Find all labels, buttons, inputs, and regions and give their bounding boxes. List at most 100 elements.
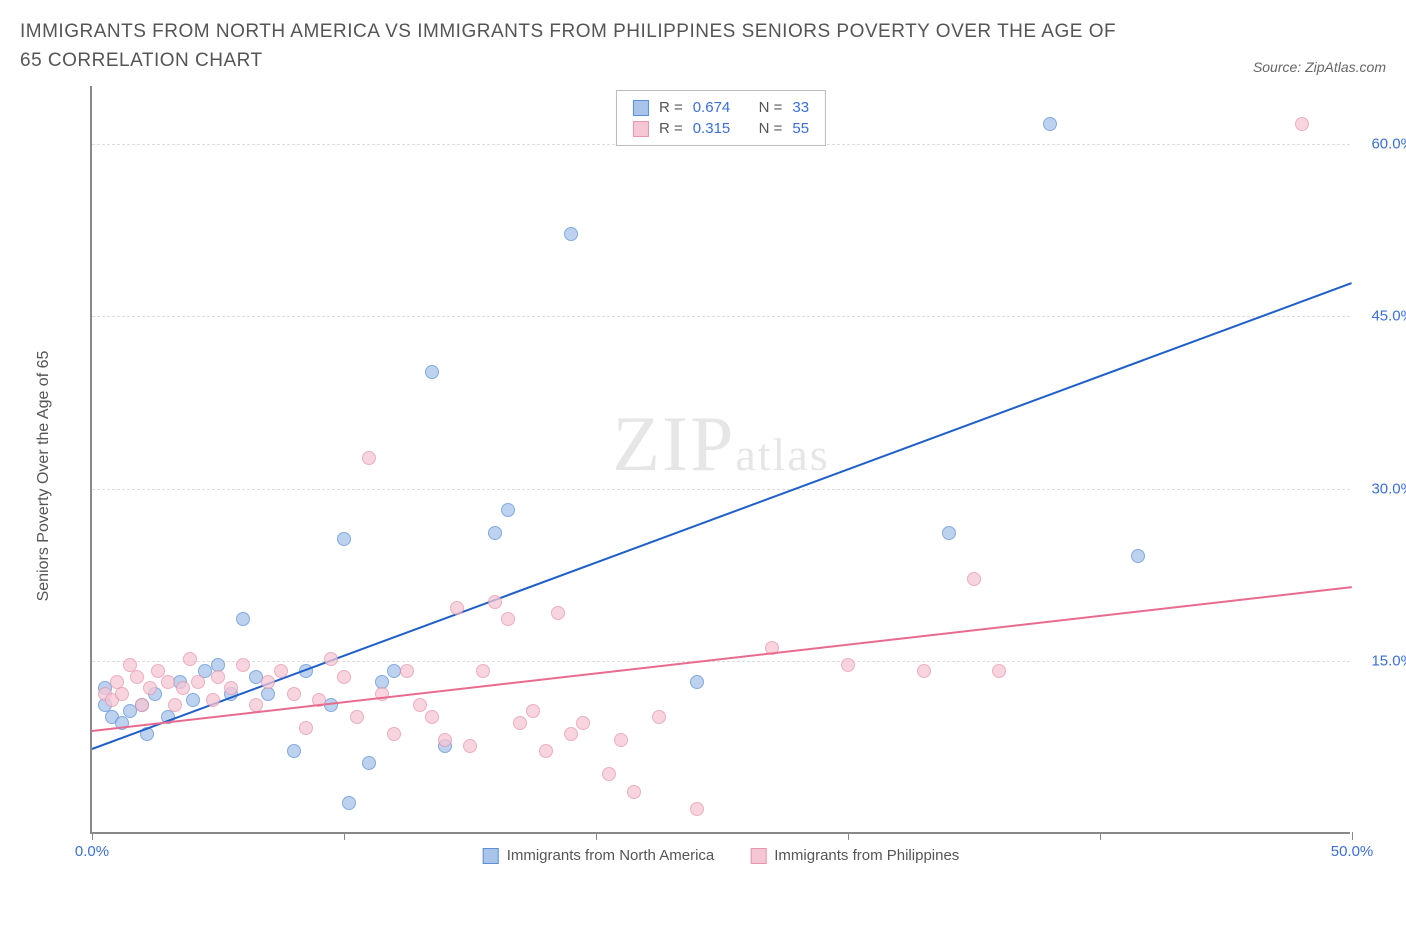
y-axis-label: Seniors Poverty Over the Age of 65 <box>35 351 53 602</box>
data-point <box>236 658 250 672</box>
data-point <box>917 664 931 678</box>
data-point <box>425 365 439 379</box>
stat-r-label: R = <box>659 99 683 116</box>
stat-r-label: R = <box>659 120 683 137</box>
data-point <box>513 716 527 730</box>
bottom-legend: Immigrants from North America Immigrants … <box>483 847 960 864</box>
data-point <box>526 704 540 718</box>
x-tick <box>1352 832 1353 840</box>
data-point <box>324 698 338 712</box>
data-point <box>342 796 356 810</box>
data-point <box>324 652 338 666</box>
legend-swatch <box>633 100 649 116</box>
data-point <box>274 664 288 678</box>
data-point <box>337 532 351 546</box>
data-point <box>690 802 704 816</box>
watermark: ZIPatlas <box>612 399 829 489</box>
data-point <box>450 601 464 615</box>
data-point <box>362 451 376 465</box>
x-tick <box>92 832 93 840</box>
legend-swatch <box>633 121 649 137</box>
data-point <box>191 675 205 689</box>
trend-line <box>92 282 1353 750</box>
x-tick <box>596 832 597 840</box>
data-point <box>602 767 616 781</box>
legend-label: Immigrants from Philippines <box>774 847 959 864</box>
stat-r-value: 0.674 <box>693 99 731 116</box>
data-point <box>614 733 628 747</box>
data-point <box>627 785 641 799</box>
data-point <box>1295 117 1309 131</box>
gridline <box>92 661 1350 662</box>
data-point <box>413 698 427 712</box>
x-tick <box>344 832 345 840</box>
data-point <box>130 670 144 684</box>
scatter-plot: ZIPatlas 15.0%30.0%45.0%60.0%0.0%50.0% R… <box>90 86 1350 834</box>
data-point <box>350 710 364 724</box>
data-point <box>362 756 376 770</box>
data-point <box>236 612 250 626</box>
legend-swatch <box>750 848 766 864</box>
data-point <box>476 664 490 678</box>
data-point <box>992 664 1006 678</box>
data-point <box>576 716 590 730</box>
chart-container: Seniors Poverty Over the Age of 65 ZIPat… <box>54 86 1374 866</box>
data-point <box>488 526 502 540</box>
stat-n-label: N = <box>759 99 783 116</box>
x-tick <box>1100 832 1101 840</box>
legend-label: Immigrants from North America <box>507 847 715 864</box>
data-point <box>425 710 439 724</box>
data-point <box>967 572 981 586</box>
data-point <box>539 744 553 758</box>
data-point <box>501 503 515 517</box>
data-point <box>176 681 190 695</box>
data-point <box>501 612 515 626</box>
data-point <box>337 670 351 684</box>
data-point <box>287 687 301 701</box>
data-point <box>400 664 414 678</box>
data-point <box>690 675 704 689</box>
x-tick <box>848 832 849 840</box>
x-tick-label: 0.0% <box>75 843 109 860</box>
stat-r-value: 0.315 <box>693 120 731 137</box>
gridline <box>92 316 1350 317</box>
data-point <box>287 744 301 758</box>
gridline <box>92 489 1350 490</box>
legend-item: Immigrants from Philippines <box>750 847 959 864</box>
data-point <box>564 227 578 241</box>
data-point <box>161 675 175 689</box>
data-point <box>652 710 666 724</box>
data-point <box>186 693 200 707</box>
stat-n-value: 55 <box>792 120 809 137</box>
data-point <box>183 652 197 666</box>
data-point <box>942 526 956 540</box>
data-point <box>564 727 578 741</box>
y-tick-label: 60.0% <box>1371 135 1406 152</box>
data-point <box>463 739 477 753</box>
data-point <box>1043 117 1057 131</box>
data-point <box>387 727 401 741</box>
data-point <box>151 664 165 678</box>
data-point <box>841 658 855 672</box>
legend-swatch <box>483 848 499 864</box>
data-point <box>1131 549 1145 563</box>
y-tick-label: 45.0% <box>1371 308 1406 325</box>
data-point <box>206 693 220 707</box>
chart-title: IMMIGRANTS FROM NORTH AMERICA VS IMMIGRA… <box>20 18 1120 75</box>
stat-n-value: 33 <box>792 99 809 116</box>
data-point <box>211 670 225 684</box>
data-point <box>143 681 157 695</box>
data-point <box>224 681 238 695</box>
y-tick-label: 15.0% <box>1371 653 1406 670</box>
data-point <box>261 675 275 689</box>
x-tick-label: 50.0% <box>1331 843 1374 860</box>
data-point <box>299 721 313 735</box>
data-point <box>115 687 129 701</box>
source-attribution: Source: ZipAtlas.com <box>1253 59 1386 75</box>
data-point <box>438 733 452 747</box>
data-point <box>551 606 565 620</box>
legend-item: Immigrants from North America <box>483 847 715 864</box>
stats-legend: R = 0.674 N = 33 R = 0.315 N = 55 <box>616 90 826 146</box>
data-point <box>488 595 502 609</box>
stat-n-label: N = <box>759 120 783 137</box>
